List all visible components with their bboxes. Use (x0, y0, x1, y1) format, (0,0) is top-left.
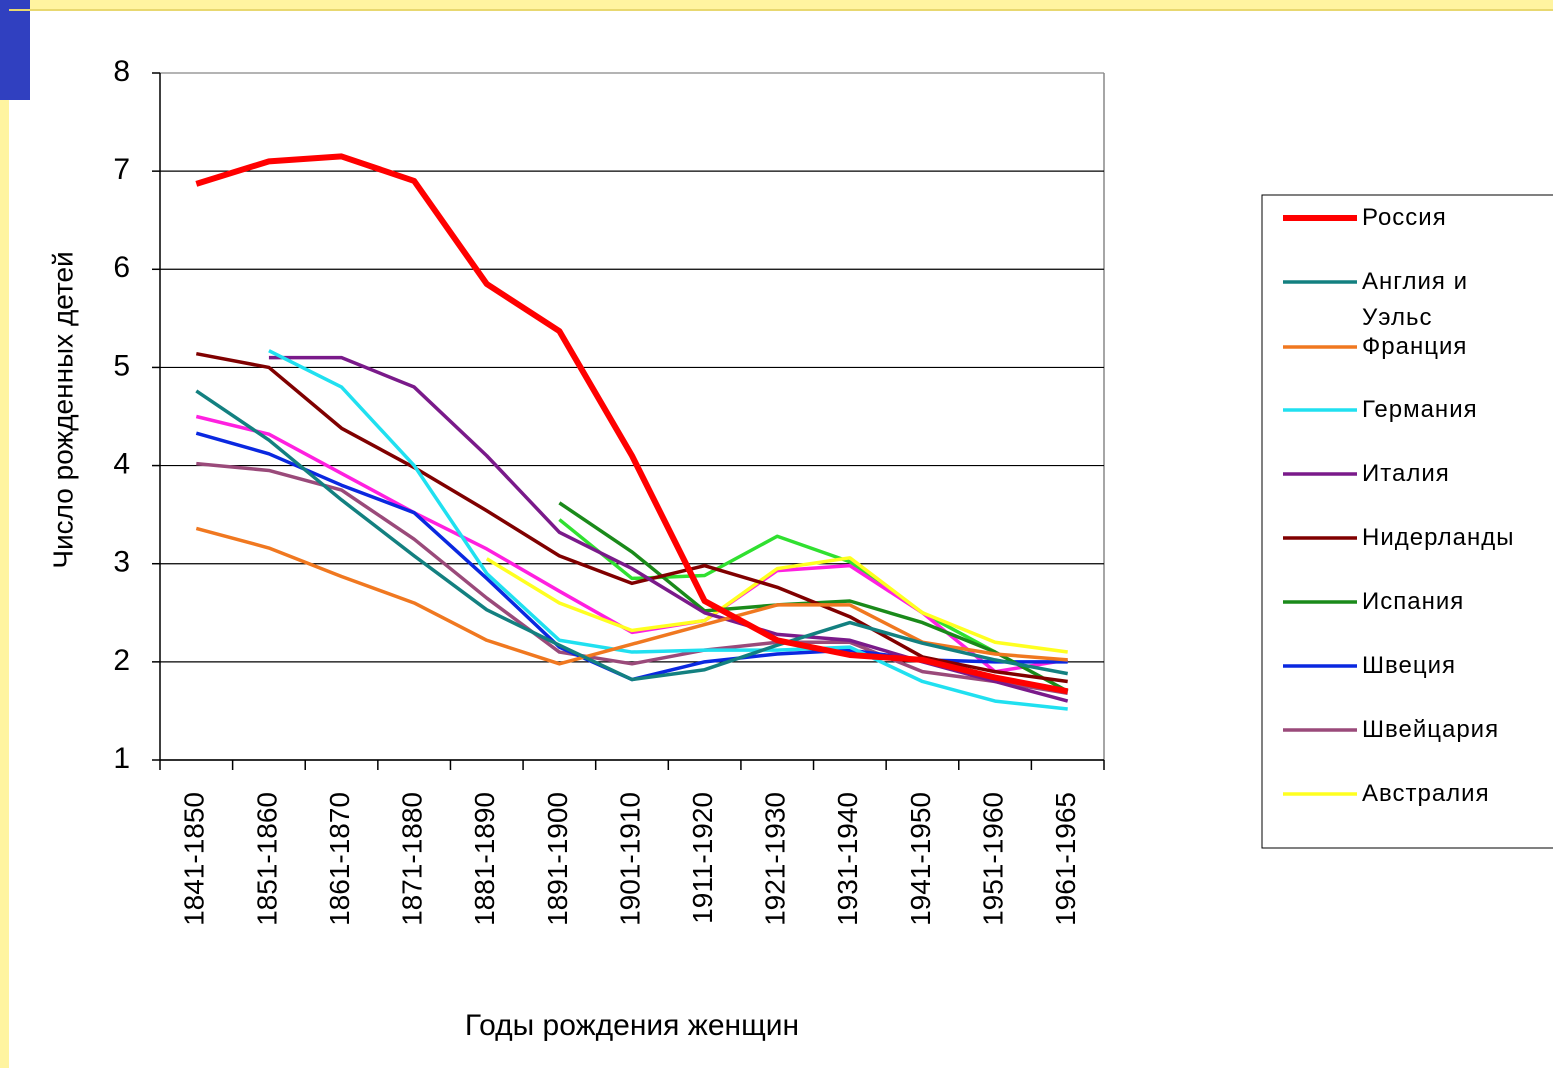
legend-label: Россия (1362, 204, 1447, 231)
y-tick-label: 5 (113, 349, 130, 382)
legend-label: Германия (1362, 396, 1478, 423)
series-line (268, 349, 1068, 711)
series-line (485, 556, 1068, 654)
y-tick-label: 4 (113, 447, 130, 480)
x-tick-label: 1891-1900 (542, 792, 573, 926)
x-tick-label: 1921-1930 (760, 792, 791, 926)
series-line (195, 389, 1069, 682)
legend-label: Франция (1362, 333, 1468, 360)
x-tick-label: 1941-1950 (905, 792, 936, 926)
x-tick-label: 1951-1960 (977, 792, 1008, 926)
legend-label: Швеция (1362, 652, 1456, 679)
slide-band (0, 0, 1553, 9)
x-tick-label: 1911-1920 (687, 792, 718, 924)
series-line (195, 153, 1069, 695)
x-tick-label: 1851-1860 (251, 792, 282, 926)
y-tick-label: 1 (113, 742, 130, 775)
legend-label: Австралия (1362, 780, 1490, 807)
x-tick-label: 1901-1910 (614, 792, 645, 926)
legend-label: Италия (1362, 460, 1450, 487)
y-tick-label: 8 (113, 55, 130, 88)
x-tick-label: 1841-1850 (179, 792, 210, 926)
x-tick-label: 1881-1890 (469, 792, 500, 926)
y-tick-label: 6 (113, 251, 130, 284)
y-tick-label: 3 (113, 546, 130, 579)
x-tick-label: 1871-1880 (397, 792, 428, 926)
legend-label: Нидерланды (1362, 524, 1515, 551)
series-line (196, 461, 1068, 695)
series-line (195, 526, 1068, 666)
legend-label: Швейцария (1362, 716, 1500, 743)
x-tick-label: 1961-1965 (1050, 792, 1081, 926)
y-tick-label: 7 (113, 153, 130, 186)
legend-label: Испания (1362, 588, 1465, 615)
slide-band (0, 0, 9, 1068)
legend-box (1261, 194, 1553, 849)
x-tick-label: 1861-1870 (324, 792, 355, 926)
legend-label: Англия и Уэльс (1362, 268, 1468, 331)
x-tick-label: 1931-1940 (832, 792, 863, 926)
slide-mark (0, 0, 30, 100)
y-tick-label: 2 (113, 644, 130, 677)
slide-line (9, 9, 1553, 11)
y-axis-title: Число рожденных детей (47, 251, 78, 568)
x-axis-title: Годы рождения женщин (465, 1009, 799, 1042)
